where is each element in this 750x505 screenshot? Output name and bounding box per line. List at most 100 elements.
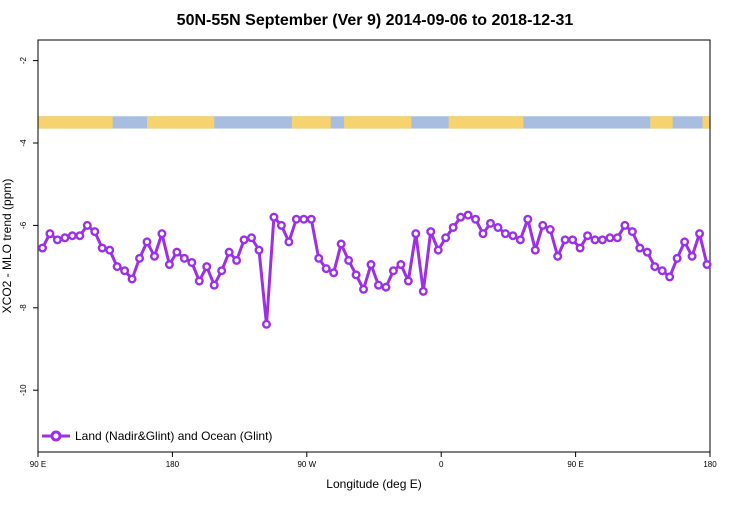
data-point [441, 233, 451, 243]
y-tick-label: -2 [19, 56, 28, 64]
data-point [194, 276, 204, 286]
data-point [247, 233, 257, 243]
data-point [620, 220, 630, 230]
data-point [612, 233, 622, 243]
x-tick-label: 0 [439, 460, 444, 469]
x-tick-label: 90 E [567, 460, 583, 469]
data-point [373, 280, 383, 290]
data-point [627, 227, 637, 237]
data-point [650, 262, 660, 272]
data-point [135, 253, 145, 263]
data-point [597, 235, 607, 245]
data-point [105, 245, 115, 255]
data-point [224, 247, 234, 257]
land-segment [147, 116, 215, 129]
data-point [493, 222, 503, 232]
data-point [344, 255, 354, 265]
data-point [209, 280, 219, 290]
data-point [545, 225, 555, 235]
data-point [433, 245, 443, 255]
x-axis: 90 E 180 90 W 0 90 E 180 [30, 452, 717, 469]
data-point [508, 231, 518, 241]
data-point [112, 262, 122, 272]
data-point [448, 222, 458, 232]
y-axis-label: XCO2 - MLO trend (ppm) [0, 179, 14, 314]
data-point [172, 247, 182, 257]
data-point [261, 319, 271, 329]
data-point [463, 210, 473, 220]
data-point [359, 284, 369, 294]
data-point [45, 229, 55, 239]
x-tick-label: 90 W [297, 460, 316, 469]
data-point [127, 274, 137, 284]
land-segment [344, 116, 412, 129]
data-point [67, 231, 77, 241]
data-point [299, 214, 309, 224]
data-point [568, 235, 578, 245]
data-point [530, 245, 540, 255]
data-point [418, 286, 428, 296]
data-point [351, 270, 361, 280]
data-point [202, 262, 212, 272]
x-tick-label: 180 [166, 460, 180, 469]
data-point [590, 235, 600, 245]
data-point [314, 253, 324, 263]
data-point [120, 266, 130, 276]
data-point [411, 229, 421, 239]
data-point [381, 282, 391, 292]
plot-frame [37, 39, 711, 453]
data-point [553, 251, 563, 261]
y-tick-label: -10 [19, 384, 28, 396]
data-point [97, 243, 107, 253]
data-point [291, 214, 301, 224]
x-axis-label: Longitude (deg E) [326, 477, 421, 491]
data-point [642, 247, 652, 257]
data-point [306, 214, 316, 224]
land-segment [448, 116, 524, 129]
x-tick-label: 180 [703, 460, 717, 469]
data-point [523, 214, 533, 224]
data-point [426, 227, 436, 237]
x-tick-label: 90 E [30, 460, 46, 469]
data-point [329, 268, 339, 278]
land-segment [38, 116, 113, 129]
data-point [605, 233, 615, 243]
data-point [164, 260, 174, 270]
data-point [232, 255, 242, 265]
data-point [187, 257, 197, 267]
data-point [276, 220, 286, 230]
data-point [680, 237, 690, 247]
data-point [403, 276, 413, 286]
data-point [560, 235, 570, 245]
data-point [82, 220, 92, 230]
data-point [336, 239, 346, 249]
legend: Land (Nadir&Glint) and Ocean (Glint) [42, 429, 272, 443]
data-point [52, 235, 62, 245]
data-point [702, 260, 712, 270]
data-point [695, 229, 705, 239]
data-point [635, 243, 645, 253]
data-point [485, 218, 495, 228]
data-point [657, 266, 667, 276]
y-tick-label: -6 [19, 221, 28, 229]
land-segment [291, 116, 331, 129]
data-point [75, 231, 85, 241]
data-point [284, 237, 294, 247]
data-point [665, 272, 675, 282]
data-point [217, 266, 227, 276]
data-point [321, 264, 331, 274]
data-point [157, 229, 167, 239]
y-axis: -2 -4 -6 -8 -10 [19, 56, 38, 396]
data-point [37, 243, 47, 253]
data-point [583, 231, 593, 241]
data-point [239, 235, 249, 245]
data-point [388, 266, 398, 276]
data-point [149, 251, 159, 261]
data-point [478, 229, 488, 239]
data-point [254, 245, 264, 255]
data-point [515, 235, 525, 245]
data-point [471, 214, 481, 224]
data-point [396, 260, 406, 270]
y-tick-label: -4 [19, 139, 28, 147]
